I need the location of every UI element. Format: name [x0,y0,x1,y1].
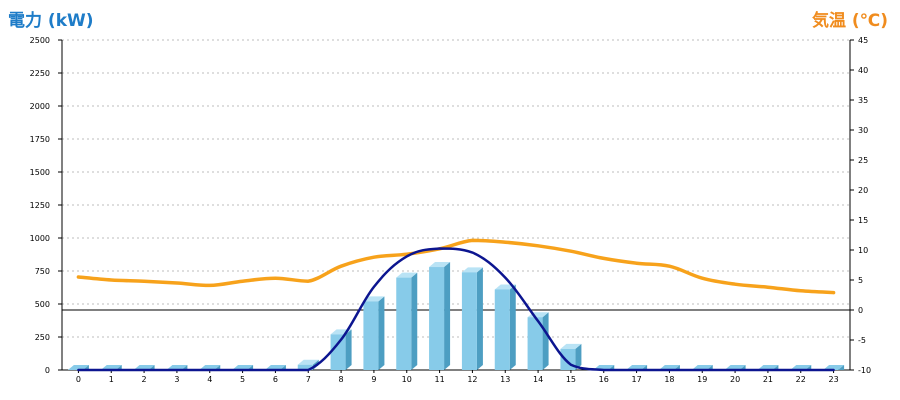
right-tick-label: 35 [858,96,868,105]
left-tick-label: 1500 [30,168,50,177]
power-bar [461,267,483,370]
left-tick-label: 750 [35,267,50,276]
bar-front [429,267,445,370]
bar-top [461,267,483,273]
x-tick-label: 20 [730,375,740,384]
power-bar [396,272,418,370]
x-tick-label: 22 [796,375,806,384]
right-tick-label: 40 [858,66,868,75]
power-bar [363,296,385,370]
bar-top [363,296,385,302]
bar-side [575,343,582,370]
x-tick-label: 12 [467,375,477,384]
right-tick-label: 15 [858,216,868,225]
bar-layer [67,262,845,370]
grid-layer [62,39,850,338]
left-tick-label: 2250 [30,69,50,78]
right-tick-label: -10 [858,366,871,375]
x-tick-label: 5 [240,375,245,384]
left-tick-label: 0 [45,366,50,375]
bar-top [297,359,319,365]
right-tick-label: 0 [858,306,863,315]
x-tick-label: 8 [339,375,344,384]
bar-side [476,267,483,370]
right-tick-label: 30 [858,126,868,135]
bar-front [461,272,477,370]
x-tick-label: 10 [402,375,412,384]
x-tick-label: 14 [533,375,543,384]
x-tick-label: 21 [763,375,773,384]
left-tick-label: 250 [35,333,50,342]
x-tick-label: 6 [273,375,278,384]
bar-side [542,312,549,370]
x-tick-label: 16 [599,375,609,384]
x-tick-label: 2 [142,375,147,384]
right-axis-title: 気温 (℃) [811,11,888,31]
left-axis-title: 電力 (kW) [8,11,94,31]
right-tick-label: 5 [858,276,863,285]
x-tick-label: 4 [207,375,212,384]
bar-front [363,301,379,370]
bar-side [345,329,352,370]
label-layer: 02505007501000125015001750200022502500-1… [30,36,871,384]
temperature-line [76,238,836,295]
line-layer [76,238,836,372]
x-tick-label: 1 [109,375,114,384]
bar-front [527,317,543,370]
right-tick-label: 20 [858,186,868,195]
bar-front [297,364,313,370]
bar-top [494,284,516,290]
x-tick-label: 23 [828,375,838,384]
bar-top [396,272,418,278]
power-bar [429,262,451,370]
right-tick-label: 25 [858,156,868,165]
bar-front [396,277,412,370]
left-tick-label: 2000 [30,102,50,111]
x-tick-label: 18 [664,375,674,384]
x-tick-label: 17 [631,375,641,384]
x-tick-label: 11 [434,375,444,384]
left-tick-label: 1250 [30,201,50,210]
x-tick-label: 19 [697,375,707,384]
x-tick-label: 0 [76,375,81,384]
right-tick-label: 10 [858,246,868,255]
bar-top [429,262,451,268]
bar-side [444,262,451,370]
axis-layer [58,39,854,373]
bar-front [330,334,346,370]
x-tick-label: 15 [566,375,576,384]
power-line [77,247,835,372]
x-tick-label: 9 [371,375,376,384]
power-bar [494,284,516,370]
bar-side [838,365,845,370]
left-tick-label: 1000 [30,234,50,243]
right-tick-label: -5 [858,336,866,345]
left-tick-label: 1750 [30,135,50,144]
bar-side [411,272,418,370]
right-tick-label: 45 [858,36,868,45]
x-tick-label: 7 [306,375,311,384]
bar-side [509,284,516,370]
bar-front [494,289,510,370]
left-tick-label: 2500 [30,36,50,45]
bar-top [560,343,582,349]
x-tick-label: 13 [500,375,510,384]
bar-side [378,296,385,370]
left-tick-label: 500 [35,300,50,309]
x-tick-label: 3 [174,375,179,384]
